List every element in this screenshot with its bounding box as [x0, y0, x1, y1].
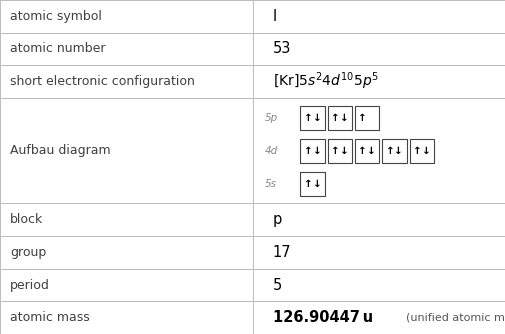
Text: I: I	[273, 9, 277, 24]
Text: short electronic configuration: short electronic configuration	[10, 75, 195, 88]
Text: 17: 17	[273, 245, 291, 260]
Text: ↓: ↓	[367, 146, 376, 156]
Bar	[355, 106, 379, 130]
Text: ↓: ↓	[313, 113, 321, 123]
Text: ↑: ↑	[331, 146, 340, 156]
Text: 5: 5	[273, 278, 282, 293]
Text: ↑: ↑	[413, 146, 422, 156]
Text: ↓: ↓	[313, 179, 321, 189]
Bar	[382, 139, 407, 163]
Text: ↓: ↓	[340, 146, 348, 156]
Text: block: block	[10, 213, 43, 226]
Text: ↑: ↑	[331, 113, 340, 123]
Text: ↓: ↓	[313, 146, 321, 156]
Text: 53: 53	[273, 41, 291, 56]
Text: ↓: ↓	[422, 146, 430, 156]
Text: atomic mass: atomic mass	[10, 311, 90, 324]
Text: period: period	[10, 279, 50, 292]
Bar	[328, 139, 352, 163]
Text: p: p	[273, 212, 282, 227]
Text: group: group	[10, 246, 46, 259]
Text: ↓: ↓	[340, 113, 348, 123]
Text: 4d: 4d	[265, 146, 278, 156]
Text: (unified atomic mass units): (unified atomic mass units)	[406, 313, 505, 323]
Bar	[410, 139, 434, 163]
Text: ↑: ↑	[359, 146, 367, 156]
Text: $\mathrm{[Kr]}5s^{2}4d^{10}5p^{5}$: $\mathrm{[Kr]}5s^{2}4d^{10}5p^{5}$	[273, 71, 379, 93]
Text: ↓: ↓	[394, 146, 403, 156]
Text: atomic number: atomic number	[10, 42, 106, 55]
Bar	[328, 106, 352, 130]
Bar	[355, 139, 379, 163]
Text: 5p: 5p	[265, 113, 278, 123]
Text: ↑: ↑	[359, 113, 367, 123]
Text: ↑: ↑	[386, 146, 394, 156]
Text: Aufbau diagram: Aufbau diagram	[10, 144, 111, 157]
Text: ↑: ↑	[304, 113, 313, 123]
Bar	[300, 139, 325, 163]
Text: ↑: ↑	[304, 146, 313, 156]
Text: ↑: ↑	[304, 179, 313, 189]
Text: atomic symbol: atomic symbol	[10, 10, 102, 23]
Bar	[300, 172, 325, 195]
Text: 5s: 5s	[265, 179, 277, 189]
Bar	[300, 106, 325, 130]
Text: 126.90447 u: 126.90447 u	[273, 310, 373, 325]
